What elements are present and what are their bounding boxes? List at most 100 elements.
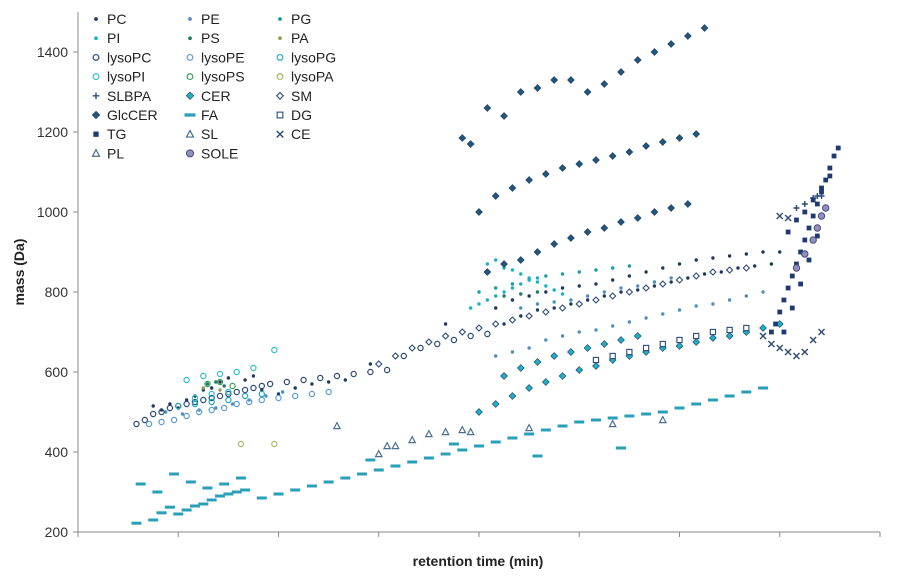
data-point (608, 419, 617, 428)
data-point (527, 294, 531, 298)
legend-marker (185, 91, 195, 100)
data-point (250, 384, 257, 392)
data-point (625, 148, 634, 156)
data-point (525, 176, 533, 184)
data-point (542, 308, 550, 316)
data-point (794, 217, 799, 223)
data-point (784, 214, 792, 222)
data-point (200, 372, 207, 380)
data-point (218, 388, 222, 392)
legend-label: PG (291, 11, 311, 27)
data-point (508, 316, 517, 324)
data-point (457, 448, 468, 452)
data-point (608, 292, 617, 300)
data-point (677, 262, 682, 266)
data-point (789, 305, 795, 311)
data-point (183, 376, 190, 384)
data-point (642, 142, 650, 150)
data-point (725, 266, 734, 274)
data-point (627, 320, 632, 324)
legend-label: lysoPI (107, 69, 145, 85)
data-point (148, 518, 159, 522)
series-pe (164, 276, 765, 416)
data-point (494, 258, 498, 262)
data-point (785, 229, 791, 235)
data-point (642, 344, 650, 352)
data-point (185, 480, 196, 484)
series-lysopi (183, 346, 278, 402)
data-point (552, 288, 556, 292)
data-point (768, 329, 774, 335)
data-point (626, 348, 633, 356)
data-point (200, 396, 207, 404)
data-point (575, 300, 584, 308)
data-point (306, 484, 317, 488)
data-point (450, 336, 458, 344)
series-pc (151, 250, 782, 412)
legend-entry-sl: SL (185, 126, 218, 142)
data-point (533, 84, 542, 92)
legend-label: CE (291, 126, 310, 142)
data-point (502, 294, 506, 298)
data-point (280, 390, 285, 394)
data-point (583, 228, 592, 236)
data-point (323, 480, 334, 484)
data-point (243, 378, 247, 382)
data-point (440, 452, 451, 456)
data-point (675, 134, 684, 142)
data-point (567, 348, 575, 356)
data-point (819, 189, 824, 195)
y-tick-label: 800 (45, 284, 69, 300)
data-point (627, 264, 632, 268)
data-point (220, 404, 228, 412)
data-point (230, 402, 235, 406)
data-point (585, 294, 590, 298)
data-point (308, 390, 316, 398)
data-point (743, 324, 750, 332)
data-point (183, 400, 190, 408)
legend-marker (94, 17, 98, 21)
data-point (533, 358, 542, 366)
data-point (293, 386, 297, 390)
data-point (814, 201, 820, 207)
data-point (527, 346, 531, 350)
data-point (659, 340, 666, 348)
data-point (577, 330, 581, 334)
data-point (619, 286, 623, 290)
data-point (494, 286, 498, 290)
data-point (532, 454, 543, 458)
data-point (602, 290, 607, 294)
data-point (175, 402, 182, 410)
data-point (502, 290, 506, 294)
data-point (677, 308, 682, 312)
data-point (773, 321, 778, 327)
data-point (641, 412, 652, 416)
data-point (801, 201, 808, 207)
data-point (525, 384, 533, 392)
data-point (233, 388, 240, 396)
data-point (191, 398, 199, 406)
data-point (208, 390, 215, 398)
data-point (711, 302, 715, 306)
data-point (510, 282, 515, 286)
data-point (552, 300, 556, 304)
data-point (550, 76, 559, 84)
data-point (709, 328, 717, 336)
data-point (240, 488, 251, 492)
data-point (332, 421, 342, 430)
series-sl (332, 421, 467, 458)
data-point (508, 392, 517, 400)
data-point (494, 294, 498, 298)
data-point (776, 344, 784, 352)
plot-area: 200 400 600 800 1000 1200 1400 (37, 12, 881, 540)
data-point (610, 278, 615, 282)
data-point (823, 177, 829, 183)
data-point (204, 380, 211, 388)
data-point (527, 278, 531, 282)
data-point (600, 340, 609, 348)
data-point (273, 492, 284, 496)
legend-label: PS (201, 30, 220, 46)
legend-entry-pe: PE (188, 11, 220, 27)
data-point (524, 432, 535, 436)
series-fa (131, 386, 769, 525)
